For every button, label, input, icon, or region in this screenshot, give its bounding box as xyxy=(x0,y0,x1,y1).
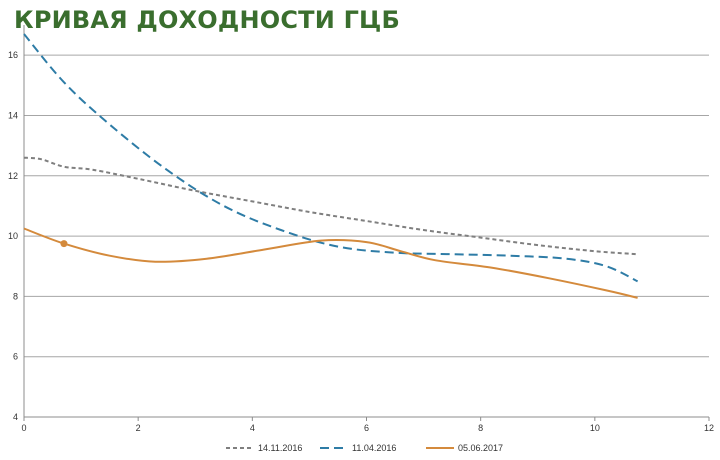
y-tick-label: 8 xyxy=(13,291,18,301)
series-line-2 xyxy=(23,33,639,283)
y-tick-label: 12 xyxy=(8,171,18,181)
x-tick-label: 12 xyxy=(704,423,714,433)
legend: 14.11.2016 11.04.2016 05.06.2017 xyxy=(226,443,503,453)
legend-label-1: 14.11.2016 xyxy=(258,443,302,453)
series-line-3 xyxy=(23,227,638,299)
chart-title: КРИВАЯ ДОХОДНОСТИ ГЦБ xyxy=(14,6,401,34)
x-tick-label: 8 xyxy=(478,423,483,433)
x-tick-label: 0 xyxy=(21,423,26,433)
series-line-1 xyxy=(23,156,638,256)
legend-label-3: 05.06.2017 xyxy=(458,443,503,453)
axes: 4 6 8 10 12 14 16 0 2 4 6 8 10 12 xyxy=(8,25,714,433)
y-tick-label: 6 xyxy=(13,352,18,362)
y-tick-label: 14 xyxy=(8,110,18,120)
x-tick-label: 4 xyxy=(250,423,255,433)
y-tick-label: 10 xyxy=(8,231,18,241)
y-tick-label: 4 xyxy=(13,412,18,422)
series-marker xyxy=(60,240,68,248)
gridlines xyxy=(24,54,709,358)
x-tick-label: 10 xyxy=(590,423,600,433)
x-tick-label: 6 xyxy=(364,423,369,433)
x-tick-label: 2 xyxy=(136,423,141,433)
legend-label-2: 11.04.2016 xyxy=(352,443,396,453)
y-tick-label: 16 xyxy=(8,50,18,60)
series-group xyxy=(23,33,639,299)
